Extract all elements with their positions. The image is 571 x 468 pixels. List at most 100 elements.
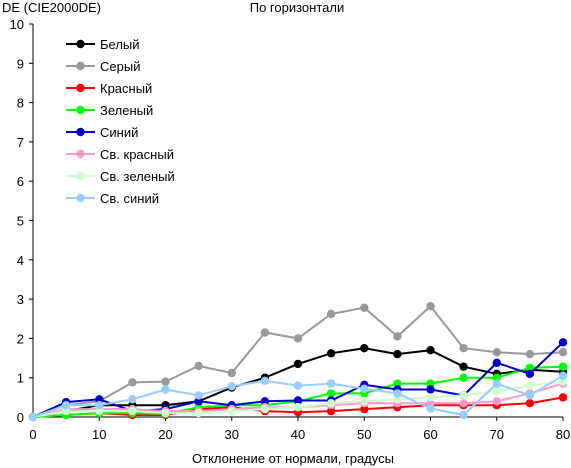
legend-marker xyxy=(76,149,85,159)
y-tick-label: 10 xyxy=(10,17,24,32)
data-point xyxy=(227,406,236,416)
data-point xyxy=(459,410,468,420)
legend-marker xyxy=(76,83,85,93)
legend-label: Св. синий xyxy=(100,191,159,206)
data-point xyxy=(293,359,303,369)
data-point xyxy=(459,391,468,400)
data-point xyxy=(492,348,501,357)
legend-label: Зеленый xyxy=(100,103,153,118)
data-point xyxy=(61,401,71,410)
data-point xyxy=(326,399,336,408)
data-point xyxy=(525,391,535,400)
legend-marker xyxy=(76,127,85,137)
data-point xyxy=(360,344,369,353)
data-point xyxy=(360,303,369,312)
legend-item: Св. синий xyxy=(66,191,159,206)
data-point xyxy=(525,399,535,408)
data-point xyxy=(558,348,568,357)
chart-title: По горизонтали xyxy=(250,0,344,15)
legend-label: Красный xyxy=(100,81,152,96)
x-tick-label: 20 xyxy=(158,427,172,442)
y-tick-label: 0 xyxy=(17,410,24,425)
y-tick-label: 6 xyxy=(17,174,24,189)
data-point xyxy=(525,369,535,378)
legend-label: Белый xyxy=(100,37,140,52)
legend-item: Красный xyxy=(66,81,152,96)
data-point xyxy=(459,373,468,382)
y-tick-label: 8 xyxy=(17,96,24,111)
legend: Белый Серый Красный Зеленый Синий Св. красный… xyxy=(66,37,175,206)
legend-marker xyxy=(76,193,85,203)
legend-item: Св. зеленый xyxy=(66,169,175,184)
data-point xyxy=(393,389,402,398)
legend-marker xyxy=(76,61,85,71)
data-point xyxy=(227,368,236,378)
data-point xyxy=(161,385,170,394)
data-point xyxy=(492,397,501,406)
data-point xyxy=(194,391,203,400)
y-axis-label: DE (CIE2000DE) xyxy=(2,0,101,15)
data-point xyxy=(326,379,336,388)
data-point xyxy=(194,361,203,371)
legend-marker xyxy=(76,171,85,181)
data-point xyxy=(293,381,303,390)
data-point xyxy=(492,358,501,367)
data-point xyxy=(558,377,568,386)
data-point xyxy=(128,395,137,404)
data-point xyxy=(360,397,369,406)
y-tick-label: 3 xyxy=(17,292,24,307)
data-point xyxy=(161,408,170,418)
data-point xyxy=(393,349,402,359)
data-point xyxy=(194,408,203,418)
data-point xyxy=(128,406,137,416)
data-point xyxy=(293,403,303,412)
data-point xyxy=(426,393,435,402)
x-tick-label: 40 xyxy=(291,427,305,442)
data-point xyxy=(293,334,303,343)
data-point xyxy=(525,381,535,390)
data-point xyxy=(393,395,402,404)
legend-marker xyxy=(76,39,85,49)
data-point xyxy=(492,373,501,382)
data-point xyxy=(360,404,369,414)
data-point xyxy=(260,404,270,414)
data-point xyxy=(326,406,336,416)
data-point xyxy=(128,378,137,387)
legend-item: Зеленый xyxy=(66,103,153,118)
legend-label: Синий xyxy=(100,125,138,140)
series-8 xyxy=(28,371,568,422)
data-point xyxy=(525,349,535,359)
data-point xyxy=(293,396,303,405)
data-point xyxy=(459,362,468,371)
y-tick-label: 2 xyxy=(17,331,24,346)
data-point xyxy=(558,371,568,380)
data-point xyxy=(459,344,468,353)
data-point xyxy=(260,328,270,337)
axes: 0 1 2 3 4 5 6 7 8 9 10 0 10 20 30 40 50 60 70 80 xyxy=(10,17,571,442)
y-tick-label: 4 xyxy=(17,253,24,268)
legend-marker xyxy=(76,105,85,115)
data-point xyxy=(525,363,535,373)
x-tick-label: 0 xyxy=(29,427,36,442)
data-point xyxy=(28,412,38,422)
data-point xyxy=(360,384,369,393)
legend-item: Синий xyxy=(66,125,138,140)
data-point xyxy=(95,401,104,410)
x-tick-label: 80 xyxy=(556,427,570,442)
data-point xyxy=(426,302,435,311)
data-point xyxy=(326,389,336,398)
x-tick-label: 70 xyxy=(490,427,504,442)
legend-label: Серый xyxy=(100,59,140,74)
x-tick-label: 60 xyxy=(423,427,437,442)
data-point xyxy=(194,397,203,406)
x-tick-label: 30 xyxy=(225,427,239,442)
data-point xyxy=(558,338,568,347)
legend-item: Белый xyxy=(66,37,140,52)
data-point xyxy=(326,349,336,358)
data-point xyxy=(95,395,104,404)
legend-item: Св. красный xyxy=(66,147,174,162)
data-point xyxy=(260,376,270,385)
x-tick-label: 50 xyxy=(357,427,371,442)
data-point xyxy=(426,385,435,394)
